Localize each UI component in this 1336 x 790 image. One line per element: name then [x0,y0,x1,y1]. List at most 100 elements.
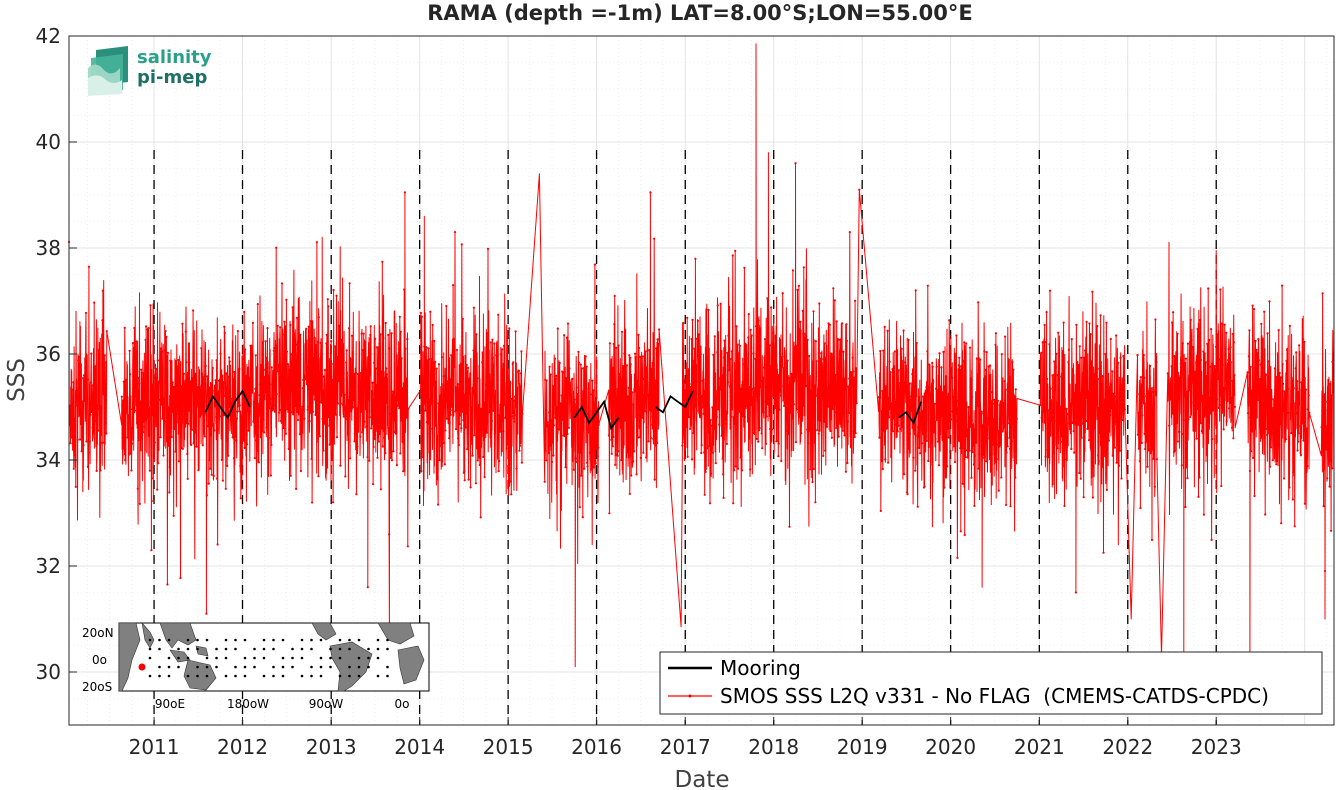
smos-point [1065,446,1068,449]
smos-point [1004,335,1007,338]
smos-point [375,426,378,429]
smos-point [146,387,150,390]
smos-point [614,463,617,466]
smos-point [136,370,139,373]
smos-point [317,475,320,478]
smos-point [1042,411,1045,414]
smos-point [721,397,724,401]
smos-point [144,338,147,341]
smos-point [140,371,143,374]
mooring-dot [234,674,237,678]
smos-point [989,410,992,413]
smos-point [262,353,265,357]
smos-point [1247,355,1250,358]
mooring-dot [310,674,313,678]
smos-point [1221,386,1224,389]
smos-point [444,374,447,377]
mooring-dot [272,647,275,651]
smos-point [160,403,163,406]
smos-point [981,437,984,440]
smos-point [1270,432,1273,435]
smos-point [1221,363,1224,367]
smos-point [202,376,205,379]
smos-point [390,332,393,335]
smos-point [1294,367,1297,370]
smos-point [583,467,586,470]
mooring-dot [272,674,275,678]
smos-point [1257,338,1260,341]
smos-point [1196,327,1199,331]
smos-point [498,417,501,420]
smos-point [935,365,938,368]
smos-point [459,362,462,365]
smos-point [879,509,882,512]
smos-point [263,431,266,434]
smos-point [851,356,854,359]
smos-point [407,407,410,410]
smos-point [1210,538,1213,542]
smos-point [558,428,561,431]
smos-point [205,612,208,615]
smos-point [503,392,507,395]
smos-point [121,404,124,407]
smos-point [756,364,759,368]
smos-point [1217,377,1220,381]
smos-point [1155,361,1158,364]
smos-point [732,502,735,505]
smos-point [377,416,380,419]
smos-point [166,583,169,586]
smos-point [882,429,885,432]
smos-point [512,417,515,420]
smos-point [221,419,224,422]
smos-point [764,442,768,445]
smos-point [845,323,848,326]
smos-point [225,372,228,375]
smos-point [278,409,281,412]
smos-point [624,379,627,382]
smos-point [1267,432,1270,435]
smos-point [1180,464,1183,467]
smos-point [917,426,920,429]
smos-point [154,373,157,376]
smos-point [435,367,438,370]
smos-point [912,456,915,459]
smos-point [1114,421,1117,424]
smos-point [954,420,957,423]
smos-point [991,402,995,405]
smos-point [1206,343,1209,346]
smos-point [1284,401,1287,404]
smos-point [995,443,999,446]
smos-point [239,464,242,467]
smos-point [626,395,629,398]
smos-point [332,288,335,292]
smos-point [894,423,898,426]
mooring-dot [281,665,285,669]
smos-point [937,464,941,467]
smos-point [999,400,1002,403]
mooring-dot [158,647,161,651]
smos-point [483,422,486,425]
smos-point [844,470,848,473]
smos-point [1153,424,1156,427]
smos-point [316,388,319,392]
smos-point [215,359,218,362]
smos-point [1066,412,1069,415]
smos-point [1058,416,1061,419]
smos-point [921,417,924,420]
y-axis-label: SSS [4,358,30,402]
smos-point [964,455,967,459]
smos-point [1251,304,1254,307]
smos-point [896,430,899,433]
smos-point [1005,503,1008,506]
smos-point [1326,409,1329,412]
smos-point [787,377,791,380]
smos-point [450,354,453,357]
smos-point [613,294,616,298]
smos-point [305,375,308,378]
smos-point [1043,323,1046,327]
inset-lon-90w: 90oW [309,697,344,711]
smos-point [1215,398,1219,401]
smos-point [800,373,803,376]
smos-point [384,321,387,325]
smos-point [1324,436,1327,439]
